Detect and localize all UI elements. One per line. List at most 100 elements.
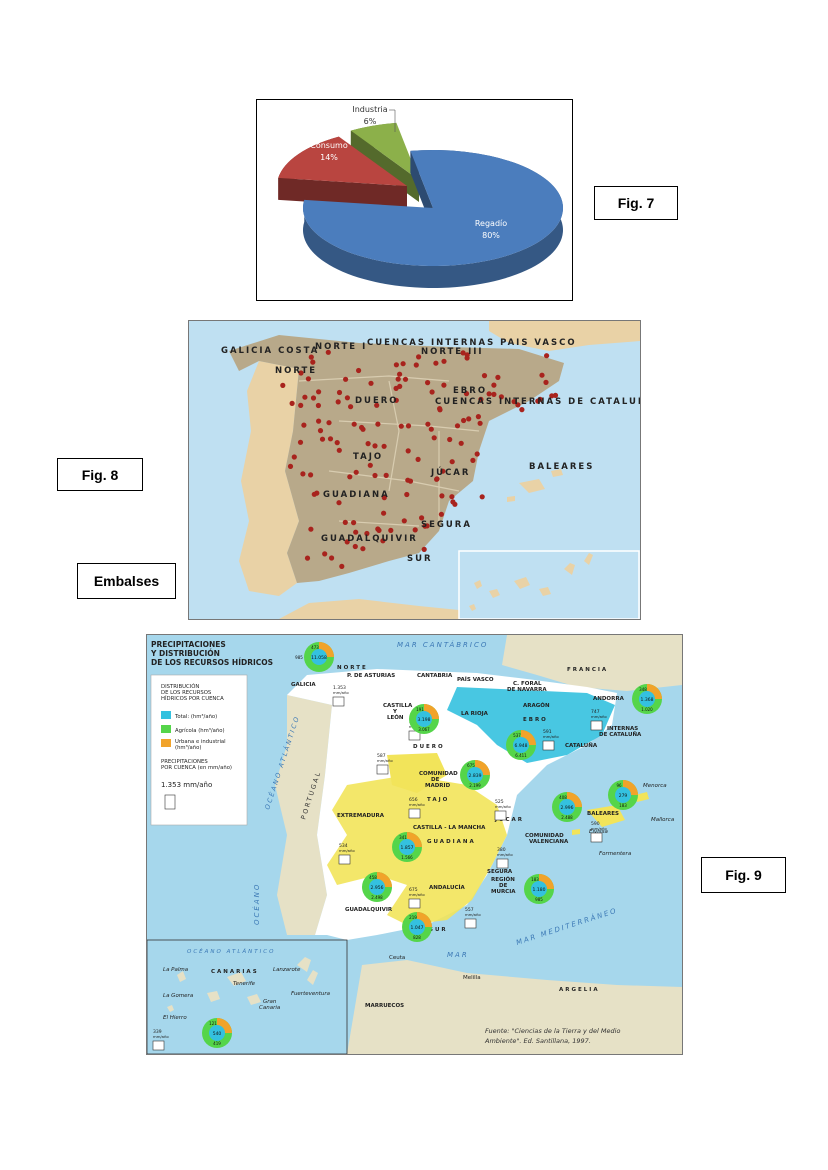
legend-heading-3: HÍDRICOS POR CUENCA <box>161 695 224 702</box>
pie-label-consumo: Consumo <box>310 141 348 150</box>
precip-unit-tajo: mm/año <box>409 802 425 807</box>
dam-point <box>359 424 365 431</box>
dam-point <box>434 476 440 482</box>
sea-oceano-v: OCÉANO <box>252 883 261 925</box>
label-el-hierro: El Hierro <box>163 1015 187 1021</box>
dam-point <box>302 394 308 400</box>
dam-point <box>372 472 378 479</box>
legend-precip-example: 1.353 mm/año <box>161 781 212 789</box>
dam-point <box>543 379 549 385</box>
pie-total-value-canarias: 540 <box>213 1031 222 1037</box>
pie-total-guadalquivir <box>369 879 385 895</box>
dam-point <box>449 459 455 465</box>
pie-urbana-value-segura: 183 <box>531 877 539 882</box>
africa-land <box>347 960 682 1054</box>
baleares-islands <box>572 792 649 835</box>
dam-point <box>433 360 439 366</box>
pie-total-internas <box>639 691 655 707</box>
precip-value-tajo_w: 587 <box>377 753 386 759</box>
precip-value-jucar: 525 <box>495 799 504 805</box>
canarias-islands <box>167 957 318 1012</box>
dam-point <box>315 402 321 409</box>
dam-point <box>537 396 543 402</box>
precip-box-norte <box>332 696 345 707</box>
resource-pie-segura: 1.180 183 985 <box>524 874 554 904</box>
label-tajo: TAJO <box>427 797 449 803</box>
pie-agricola-value-ebro: 6.411 <box>515 753 527 758</box>
pie-chart: Industria 6% Consumo 14% Regadío 80% <box>278 105 563 288</box>
dam-point <box>372 443 378 449</box>
dam-point <box>421 546 427 552</box>
dam-point <box>322 551 328 557</box>
dam-point <box>317 428 324 434</box>
pie-total-value-ebro: 6.948 <box>515 743 528 749</box>
fig7-caption: Fig. 7 <box>594 186 678 220</box>
dam-point <box>486 391 492 397</box>
legend-precip-swatch <box>164 794 176 810</box>
dam-point <box>383 472 389 478</box>
dam-point <box>449 494 455 500</box>
pie-total-jucar <box>559 799 575 815</box>
precip-unit-canarias: mm/año <box>153 1034 169 1039</box>
dam-point <box>287 463 294 469</box>
pie-agricola-value-segura: 985 <box>535 897 543 902</box>
dam-point <box>326 420 332 426</box>
dam-point <box>474 451 480 457</box>
legend-urbana-label-2: (hm³/año) <box>175 744 201 751</box>
dam-point <box>376 527 382 533</box>
dam-point <box>308 354 314 360</box>
label-internas-1: INTERNAS <box>607 726 638 732</box>
precip-value-guadalquivir: 675 <box>409 887 418 893</box>
fig7-chart-frame: Industria 6% Consumo 14% Regadío 80% <box>256 99 573 301</box>
dam-point <box>380 538 386 544</box>
sea-cantabrico: MAR CANTÁBRICO <box>397 640 488 649</box>
resource-pie-sur: 1.047 219 828 <box>402 912 432 942</box>
dam-point <box>491 391 497 397</box>
label-lanzarote: Lanzarote <box>273 967 301 973</box>
pie-agricola-value-guadalquivir: 2.498 <box>371 895 383 900</box>
label-norte: NORTE <box>337 665 368 671</box>
precip-box-sur <box>464 918 477 929</box>
pie-urbana-value-guadiana: 341 <box>399 835 407 840</box>
label-tajo: TAJO <box>353 452 383 462</box>
label-segura: SEGURA <box>421 520 472 530</box>
precip-value-baleares: 590 <box>591 821 600 827</box>
dam-point <box>327 436 334 442</box>
resource-pie-jucar: 2.996 408 2.488 <box>552 792 582 822</box>
dam-point <box>405 423 412 429</box>
label-madrid-2: DE <box>431 777 440 783</box>
legend-heading-1: DISTRIBUCIÓN <box>161 683 199 690</box>
dam-point <box>342 519 348 525</box>
label-rioja: LA RIOJA <box>461 711 489 717</box>
dam-point <box>481 373 488 379</box>
resource-pie-baleares: 279 96 183 <box>608 780 638 810</box>
precip-box-duero <box>408 730 421 741</box>
dam-point <box>393 362 399 368</box>
portugal-land <box>239 361 299 596</box>
precip-unit-internas: mm/año <box>591 714 607 719</box>
dam-point <box>316 389 322 395</box>
resource-pie-internas: 1.368 348 1.020 <box>632 684 662 714</box>
pie-urbana-value-tajo: 675 <box>467 763 475 768</box>
label-sur: SUR <box>429 927 448 933</box>
label-aragon: ARAGÓN <box>523 702 550 709</box>
pie-total-value-segura: 1.180 <box>533 887 546 893</box>
label-duero: DUERO <box>355 396 399 406</box>
dam-point <box>364 530 370 537</box>
dam-point <box>552 392 559 398</box>
label-castilla-leon-1: CASTILLA <box>383 703 413 709</box>
precip-box-guadalquivir <box>408 898 421 909</box>
label-galicia: GALICIA <box>291 682 316 688</box>
map-title-1: PRECIPITACIONES <box>151 640 226 649</box>
dam-point <box>336 389 343 396</box>
dam-point <box>437 407 443 413</box>
pie-agricola-value-tajo: 2.199 <box>469 783 481 788</box>
pie-agricola-value-canarias: 419 <box>213 1041 221 1046</box>
dam-point <box>440 468 446 474</box>
label-castilla-mancha: CASTILLA - LA MANCHA <box>413 825 486 831</box>
canarias-inset <box>458 550 640 619</box>
precip-unit-guadalquivir: mm/año <box>409 892 425 897</box>
label-murcia-3: MURCIA <box>491 889 516 895</box>
dam-point <box>319 436 326 442</box>
precip-unit-segura: mm/año <box>497 852 513 857</box>
